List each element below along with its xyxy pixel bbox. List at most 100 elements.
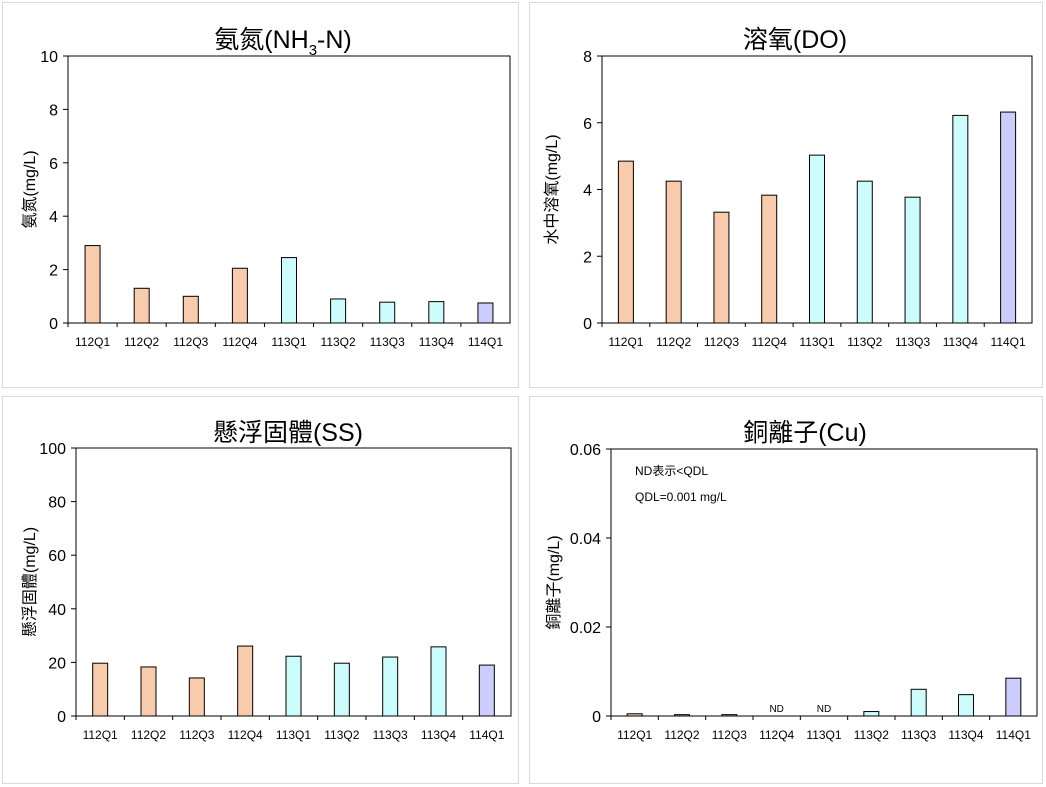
x-tick-label: 112Q4 — [228, 728, 263, 742]
x-tick-label: 113Q1 — [271, 335, 306, 349]
bar-113Q3 — [910, 688, 927, 717]
y-tick-label: 0 — [57, 709, 66, 726]
x-tick-label: 113Q1 — [799, 335, 834, 349]
nd-data-label: ND — [769, 704, 783, 715]
y-tick-label: 40 — [48, 602, 66, 619]
x-tick-label: 113Q1 — [276, 728, 311, 742]
y-tick-label: 20 — [48, 655, 66, 672]
bar-113Q1 — [285, 655, 302, 717]
chart-panel-suspended-solids: 懸浮固體(SS) 0 20 40 60 80 100 懸浮固體(mg/L) 112Q1 112Q2… — [2, 396, 519, 784]
bar-113Q2 — [333, 662, 350, 717]
y-axis-label: 懸浮固體(mg/L) — [21, 527, 39, 637]
x-tick-label: 112Q2 — [656, 335, 691, 349]
y-tick-label: 4 — [583, 183, 592, 200]
x-tick-label: 113Q3 — [370, 335, 405, 349]
x-tick-label: 113Q4 — [421, 728, 456, 742]
bar-112Q1 — [92, 662, 109, 717]
bar-112Q2 — [665, 180, 682, 324]
bar-114Q1 — [1005, 677, 1022, 717]
y-tick-label: 4 — [49, 209, 58, 226]
x-tick-label: 112Q4 — [752, 335, 787, 349]
bar-113Q1 — [809, 154, 825, 324]
x-tick-label: 112Q1 — [617, 728, 652, 742]
y-tick-label: 0 — [49, 316, 58, 333]
bar-112Q1 — [626, 713, 643, 717]
y-axis-label: 氨氮(mg/L) — [21, 150, 39, 228]
y-tick-label: 0.02 — [570, 620, 601, 637]
x-tick-label: 112Q2 — [131, 728, 166, 742]
x-tick-label: 114Q1 — [996, 728, 1031, 742]
nd-data-label: ND — [817, 704, 831, 715]
x-tick-label: 114Q1 — [468, 335, 503, 349]
x-tick-label: 112Q3 — [704, 335, 739, 349]
bar-113Q3 — [382, 656, 399, 717]
bar-114Q1 — [477, 302, 494, 324]
y-tick-label: 0.06 — [570, 442, 601, 459]
chart-svg: 銅離子(Cu) 0 0.02 0.04 0.06 銅離子(mg/L) 112Q1 112Q2 1… — [545, 419, 1038, 742]
y-tick-label: 6 — [49, 156, 58, 173]
bar-112Q4 — [237, 645, 254, 717]
bar-112Q2 — [133, 287, 150, 324]
x-tick-label: 113Q4 — [948, 728, 983, 742]
x-tick-label: 113Q2 — [324, 728, 359, 742]
x-tick-label: 112Q2 — [124, 335, 159, 349]
x-tick-label: 112Q4 — [222, 335, 257, 349]
chart-title: 氨氮(NH3-N) — [214, 26, 352, 59]
plot-area — [610, 448, 1038, 717]
chart-svg: 氨氮(NH3-N) 0 2 4 6 8 10 氨氮(mg/L) 112Q1 112Q2 112Q3 1… — [21, 26, 511, 349]
chart-panel-dissolved-oxygen: 溶氧(DO) 0 2 4 6 8 水中溶氧(mg/L) 112Q1 112Q2 112Q3 112Q… — [529, 2, 1043, 388]
bar-112Q1 — [617, 160, 634, 324]
chart-panel-ammonia: 氨氮(NH3-N) 0 2 4 6 8 10 氨氮(mg/L) 112Q1 112Q2 112Q3 1… — [2, 2, 519, 388]
y-axis-label: 水中溶氧(mg/L) — [543, 134, 561, 244]
chart-annotation: QDL=0.001 mg/L — [635, 490, 727, 504]
bar-112Q2 — [674, 714, 690, 717]
x-tick-label: 113Q3 — [901, 728, 936, 742]
bar-112Q3 — [721, 714, 738, 717]
y-tick-label: 8 — [583, 49, 592, 66]
y-tick-label: 80 — [48, 495, 66, 512]
chart-svg: 懸浮固體(SS) 0 20 40 60 80 100 懸浮固體(mg/L) 112Q1 112Q2… — [21, 419, 512, 742]
bar-113Q4 — [952, 114, 969, 324]
bar-112Q4 — [231, 267, 248, 324]
bar-114Q1 — [478, 664, 495, 717]
x-tick-label: 113Q4 — [419, 335, 454, 349]
x-tick-label: 113Q4 — [943, 335, 978, 349]
chart-panel-copper: 銅離子(Cu) 0 0.02 0.04 0.06 銅離子(mg/L) 112Q1 112Q2 1… — [529, 396, 1043, 784]
bar-112Q2 — [140, 666, 157, 717]
bar-112Q3 — [188, 677, 205, 717]
x-tick-label: 114Q1 — [991, 335, 1026, 349]
y-tick-label: 10 — [40, 49, 58, 66]
x-tick-label: 112Q2 — [664, 728, 699, 742]
y-tick-label: 2 — [49, 263, 58, 280]
bar-113Q4 — [958, 694, 974, 717]
bar-113Q4 — [428, 301, 445, 324]
bar-113Q2 — [330, 298, 347, 324]
x-tick-label: 113Q1 — [806, 728, 841, 742]
chart-svg: 溶氧(DO) 0 2 4 6 8 水中溶氧(mg/L) 112Q1 112Q2 112Q3 112Q… — [543, 26, 1033, 349]
bar-114Q1 — [1000, 111, 1017, 324]
bar-112Q3 — [182, 295, 199, 324]
y-tick-label: 100 — [39, 441, 66, 458]
x-tick-label: 112Q3 — [173, 335, 208, 349]
bar-112Q4 — [761, 194, 778, 324]
x-tick-label: 114Q1 — [469, 728, 504, 742]
bar-113Q3 — [379, 301, 396, 324]
x-tick-label: 113Q2 — [854, 728, 889, 742]
bar-113Q2 — [856, 180, 873, 324]
bar-113Q1 — [281, 257, 297, 324]
chart-title: 銅離子(Cu) — [743, 419, 867, 447]
x-tick-label: 112Q4 — [759, 728, 794, 742]
x-tick-label: 112Q3 — [712, 728, 747, 742]
bar-113Q3 — [904, 196, 921, 324]
bar-112Q3 — [713, 211, 730, 324]
bar-113Q4 — [430, 646, 447, 717]
bar-113Q2 — [863, 711, 880, 717]
x-tick-label: 112Q1 — [75, 335, 110, 349]
x-tick-label: 112Q3 — [179, 728, 214, 742]
y-tick-label: 0 — [592, 709, 601, 726]
y-tick-label: 0.04 — [570, 531, 601, 548]
x-tick-label: 113Q3 — [895, 335, 930, 349]
chart-title: 懸浮固體(SS) — [213, 419, 363, 447]
x-tick-label: 113Q3 — [373, 728, 408, 742]
x-tick-label: 113Q2 — [321, 335, 356, 349]
